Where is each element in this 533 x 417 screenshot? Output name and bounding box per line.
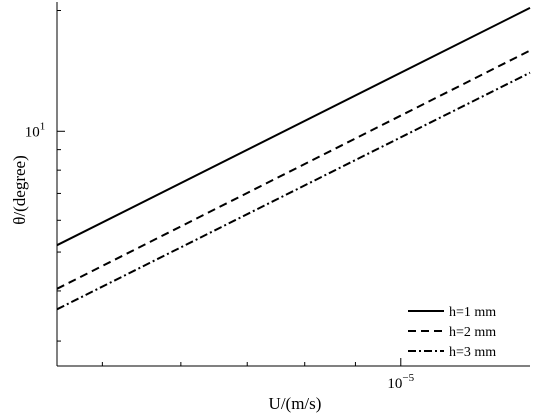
legend-label-3: h=3 mm [449, 345, 496, 360]
series-line-3 [56, 71, 531, 311]
series-line-1 [56, 7, 531, 247]
axes: 10−5 101 [25, 2, 530, 392]
x-axis-label: U/(m/s) [269, 394, 322, 413]
y-axis-label: θ/(degree) [10, 155, 29, 225]
x-tick-label: 10−5 [387, 372, 414, 392]
legend-label-2: h=2 mm [449, 325, 496, 340]
axis-labels: U/(m/s) θ/(degree) [10, 155, 321, 413]
legend: h=1 mm h=2 mm h=3 mm [402, 300, 526, 362]
plot-lines [56, 7, 531, 311]
legend-label-1: h=1 mm [449, 305, 496, 320]
y-tick-label: 101 [25, 120, 46, 140]
series-line-2 [56, 49, 531, 290]
